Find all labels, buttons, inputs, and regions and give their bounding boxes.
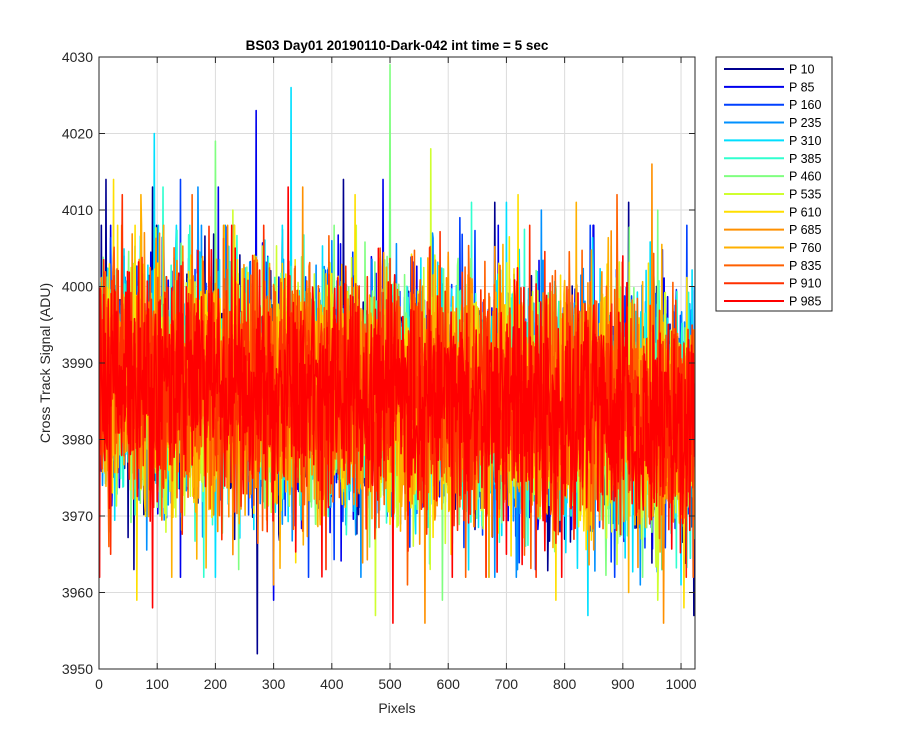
- y-tick-label: 3950: [62, 661, 93, 677]
- x-tick-label: 100: [146, 676, 170, 692]
- x-axis-label: Pixels: [378, 700, 415, 716]
- y-tick-label: 4000: [62, 279, 93, 295]
- x-tick-label: 600: [437, 676, 461, 692]
- legend-label: P 10: [789, 63, 815, 77]
- legend-label: P 610: [789, 205, 821, 219]
- x-tick-label: 800: [553, 676, 577, 692]
- series-layer: [99, 63, 695, 655]
- x-tick-label: 200: [204, 676, 228, 692]
- y-tick-label: 3990: [62, 355, 93, 371]
- y-tick-label: 3970: [62, 508, 93, 524]
- x-tick-label: 0: [95, 676, 103, 692]
- y-axis-label: Cross Track Signal (ADU): [37, 283, 53, 443]
- y-tick-label: 3960: [62, 585, 93, 601]
- legend-label: P 235: [789, 116, 821, 130]
- y-tick-label: 3980: [62, 432, 93, 448]
- legend-label: P 460: [789, 170, 821, 184]
- legend-label: P 85: [789, 80, 815, 94]
- legend-label: P 835: [789, 259, 821, 273]
- chart-title: BS03 Day01 20190110-Dark-042 int time = …: [246, 38, 549, 53]
- legend-label: P 535: [789, 187, 821, 201]
- ticks: 0 100 200 300 400 500 600 700 800 900 1000 3950 3960…: [62, 49, 697, 692]
- y-tick-label: 4030: [62, 49, 93, 65]
- legend-label: P 985: [789, 295, 821, 309]
- y-tick-label: 4010: [62, 202, 93, 218]
- legend-label: P 310: [789, 134, 821, 148]
- x-tick-label: 900: [611, 676, 635, 692]
- legend-label: P 910: [789, 277, 821, 291]
- x-tick-label: 1000: [665, 676, 696, 692]
- legend: P 10 P 85 P 160 P 235 P 310 P 385 P 460 P 535 P …: [715, 56, 833, 312]
- legend-label: P 385: [789, 152, 821, 166]
- y-tick-label: 4020: [62, 126, 93, 142]
- legend-box: [715, 56, 833, 312]
- series-line-p985: [99, 186, 695, 624]
- x-tick-label: 300: [262, 676, 286, 692]
- legend-label: P 685: [789, 223, 821, 237]
- x-tick-label: 500: [378, 676, 402, 692]
- x-tick-label: 700: [495, 676, 519, 692]
- legend-items: P 10 P 85 P 160 P 235 P 310 P 385 P 460 P 535 P …: [724, 63, 821, 309]
- legend-label: P 760: [789, 241, 821, 255]
- legend-label: P 160: [789, 98, 821, 112]
- x-tick-label: 400: [320, 676, 344, 692]
